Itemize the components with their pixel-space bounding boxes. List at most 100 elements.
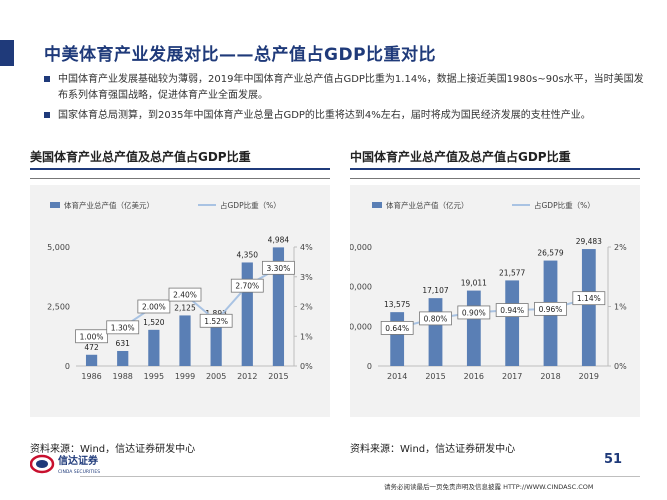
page-title: 中美体育产业发展对比——总产值占GDP比重对比 [44,45,437,65]
svg-text:信达证券: 信达证券 [58,454,99,467]
legend-line-label: 占GDP比重（%） [534,200,595,210]
y-left-tick-label: 10,000 [350,322,372,331]
bar-value-label: 21,577 [499,268,525,277]
ratio-label: 2.00% [142,303,166,312]
ratio-label-box [419,311,452,326]
bar [272,247,285,366]
right-title-rule [350,178,640,179]
x-tick-label: 1999 [175,372,195,381]
bar-value-label: 13,575 [384,300,410,309]
bar-value-label: 2,125 [174,303,196,312]
bar-value-label: 472 [84,343,99,352]
x-tick-label: 1986 [81,372,101,381]
bar [148,329,160,366]
ratio-label-box [75,329,108,344]
ratio-label: 2.40% [173,291,197,300]
y-right-tick-label: 3% [300,273,313,282]
ratio-label-box [137,299,171,314]
bullet-item: 国家体育总局测算，到2035年中国体育产业总量占GDP的比重将达到4%左右，届时… [44,108,644,124]
page-number: 51 [604,452,623,467]
ratio-label-box [199,313,233,328]
bar [466,290,481,366]
bar [581,249,596,366]
left-source: 资料来源：Wind，信达证券研发中心 [30,444,196,455]
y-right-tick-label: 1% [614,303,627,312]
ratio-label: 0.90% [462,308,486,317]
bar-value-label: 1,893 [205,309,227,318]
us-chart: 体育产业总产值（亿美元） 占GDP比重（%） 0 2,500 5,000 0% 1% 2% 3%… [47,200,313,381]
ratio-label-box [168,287,202,302]
y-left-tick-label: 20,000 [350,283,372,292]
ratio-label-box [572,291,606,306]
y-right-tick-label: 0% [614,362,627,371]
bullet-item: 中国体育产业发展基础较为薄弱，2019年中国体育产业总产值占GDP比重为1.14… [44,72,644,104]
bar [179,315,191,366]
ratio-label: 2.70% [235,282,259,291]
y-left-tick-label: 5,000 [47,243,70,252]
y-left-tick-label: 2,500 [47,303,70,312]
left-title-underline [30,168,330,170]
x-tick-label: 2019 [579,372,599,381]
bar-value-label: 29,483 [576,237,602,246]
y-right-tick-label: 2% [614,243,627,252]
bar [85,354,98,366]
title-accent-bar [0,40,14,66]
x-tick-label: 2005 [206,372,226,381]
china-chart: 体育产业总产值（亿元） 占GDP比重（%） 0 10,000 20,000 30,000 0… [350,200,627,381]
svg-text:CINDA SECURITIES: CINDA SECURITIES [58,469,100,475]
ratio-label: 1.52% [204,317,228,326]
y-right-tick-label: 1% [300,332,313,341]
y-right-tick-label: 0% [300,362,313,371]
y-right-tick-label: 2% [300,303,313,312]
ratio-label-box [380,321,414,335]
ratio-label: 1.00% [80,332,104,341]
bar [505,280,520,366]
left-title-rule [30,178,330,179]
ratio-label: 0.96% [539,305,563,314]
ratio-label: 0.64% [385,324,409,333]
right-source: 资料来源：Wind，信达证券研发中心 [350,444,516,455]
x-tick-label: 2014 [387,372,407,381]
ratio-label-box [457,305,491,320]
x-tick-label: 1988 [113,372,133,381]
legend-bar-label: 体育产业总产值（亿元） [386,200,469,210]
ratio-label-box [495,303,529,317]
ratio-label-box [230,278,264,293]
right-title-underline [350,168,640,170]
bar [428,298,443,366]
x-tick-label: 2015 [425,372,445,381]
ratio-label-box [534,301,567,316]
bar-value-label: 19,011 [461,279,487,288]
x-tick-label: 2015 [268,372,288,381]
disclaimer: 请务必阅读最后一页免责声明及信息披露 HTTP://WWW.CINDASC.CO… [384,483,594,491]
y-left-tick-label: 0 [367,362,372,371]
y-right-tick-label: 4% [300,243,313,252]
legend-bar-swatch [372,202,382,208]
left-chart-title: 美国体育产业总产值及总产值占GDP比重 [30,150,251,164]
bar [241,262,253,366]
y-left-tick-label: 30,000 [350,243,372,252]
footer-rule [80,476,640,477]
bar-value-label: 17,107 [422,286,448,295]
x-tick-label: 2016 [464,372,484,381]
x-tick-label: 2017 [502,372,522,381]
ratio-label-box [106,320,140,335]
bar [117,350,129,366]
x-tick-label: 1995 [144,372,164,381]
bar-value-label: 4,984 [268,235,290,244]
bar-value-label: 26,579 [537,249,563,258]
legend-bar-swatch [50,202,60,208]
x-tick-label: 2018 [540,372,560,381]
bullet-list: 中国体育产业发展基础较为薄弱，2019年中国体育产业总产值占GDP比重为1.14… [44,72,644,128]
ratio-label: 1.30% [111,323,135,332]
ratio-label: 0.80% [424,314,448,323]
bar-value-label: 4,350 [237,250,259,259]
ratio-label-box [262,260,295,275]
bar-value-label: 631 [116,339,131,348]
bar-value-label: 1,520 [143,318,165,327]
right-chart-title: 中国体育产业总产值及总产值占GDP比重 [350,150,571,164]
bar [210,320,222,366]
ratio-label: 3.30% [267,264,291,273]
y-left-tick-label: 0 [65,362,70,371]
legend-bar-label: 体育产业总产值（亿美元） [64,200,154,210]
